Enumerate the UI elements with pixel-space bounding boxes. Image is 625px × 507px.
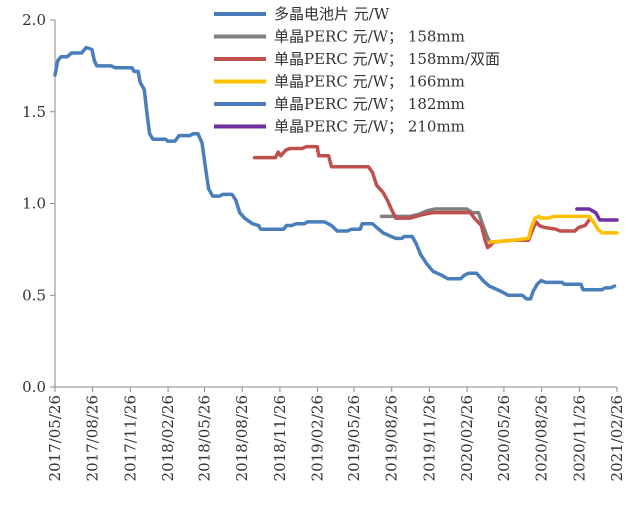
x-tick-label: 2018/08/26 — [233, 395, 251, 481]
legend-label: 单晶PERC 元/W； 166mm — [274, 73, 465, 91]
x-tick-label: 2018/05/26 — [196, 395, 214, 481]
legend-item-1: 多晶电池片 元/W — [214, 5, 390, 23]
legend-label: 多晶电池片 元/W — [274, 5, 390, 23]
x-tick-label: 2018/11/26 — [271, 395, 289, 481]
legend-item-4: 单晶PERC 元/W； 166mm — [214, 73, 465, 91]
y-tick-label: 2.0 — [22, 11, 46, 29]
x-tick-label: 2018/02/26 — [159, 395, 177, 481]
series-line-4 — [488, 214, 619, 244]
legend-label: 单晶PERC 元/W； 182mm — [274, 95, 465, 113]
x-tick-label: 2017/05/26 — [46, 395, 64, 481]
x-tick-label: 2020/08/26 — [533, 395, 551, 481]
legend-label: 单晶PERC 元/W； 210mm — [274, 118, 465, 136]
legend-item-6: 单晶PERC 元/W； 210mm — [214, 118, 465, 136]
series-line-6 — [575, 207, 619, 222]
y-tick-label: 1.0 — [22, 195, 46, 213]
legend-label: 单晶PERC 元/W； 158mm/双面 — [274, 50, 500, 68]
legend-item-5: 单晶PERC 元/W； 182mm — [214, 95, 465, 113]
legend: 多晶电池片 元/W 单晶PERC 元/W； 158mm 单晶PERC 元/W； 15… — [214, 5, 500, 136]
y-tick-label: 1.5 — [22, 103, 46, 121]
y-tick-label: 0.0 — [22, 378, 46, 396]
x-tick-label: 2021/02/26 — [608, 395, 625, 481]
series-line-1 — [53, 45, 617, 301]
legend-item-3: 单晶PERC 元/W； 158mm/双面 — [214, 50, 500, 68]
y-tick-label: 0.5 — [22, 286, 46, 304]
series-lines — [53, 45, 619, 301]
x-tick-label: 2019/08/26 — [383, 395, 401, 481]
x-tick-label: 2017/11/26 — [121, 395, 139, 481]
series-line-3 — [252, 144, 591, 250]
x-tick-label: 2019/11/26 — [420, 395, 438, 481]
x-tick-label: 2020/05/26 — [495, 395, 513, 481]
tick-labels: 0.0 0.5 1.0 1.5 2.0 2017/05/26 2017/08/26 2017/… — [22, 11, 625, 481]
x-tick-label: 2020/11/26 — [570, 395, 588, 481]
x-tick-label: 2019/02/26 — [309, 395, 327, 481]
x-tick-label: 2017/08/26 — [84, 395, 102, 481]
x-tick-label: 2019/05/26 — [345, 395, 363, 481]
x-tick-label: 2020/02/26 — [458, 395, 476, 481]
legend-label: 单晶PERC 元/W； 158mm — [274, 28, 465, 46]
legend-item-2: 单晶PERC 元/W； 158mm — [214, 28, 465, 46]
